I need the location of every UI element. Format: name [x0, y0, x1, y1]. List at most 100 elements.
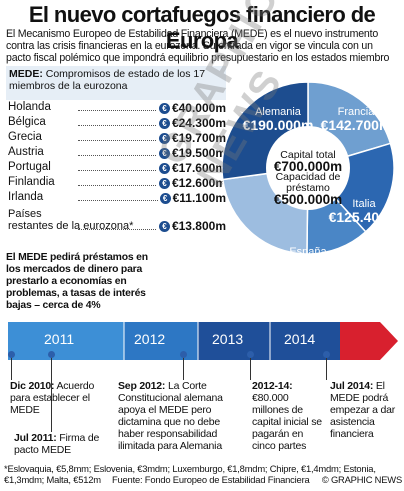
pie-label-alemania-country: Alemania [255, 106, 301, 118]
pie-label-francia-value: €142.700m [320, 117, 392, 133]
event-jul2014-text: El MEDE podrá empezar a dar asistencia f… [330, 380, 396, 440]
commitment-leader-dots [78, 125, 226, 126]
mede-header-box: MEDE: Compromisos de estado de los 17 mi… [6, 66, 226, 100]
event-2012-14-text: €80.000 millones de capital inicial se p… [252, 392, 322, 452]
commitment-value-text: €19.500m [171, 146, 226, 160]
commitment-row: Finlandia € €12.600m [8, 176, 226, 190]
commitment-row: Bélgica € €24.300m [8, 116, 226, 130]
capital-total-label: Capital total [280, 149, 336, 161]
commitment-leader-dots [78, 185, 226, 186]
commitment-leader-dots [78, 200, 226, 201]
commitment-value-text: €40.000m [171, 101, 226, 115]
event-sep2012-date: Sep 2012: [118, 380, 166, 392]
rest-leader-dots [78, 229, 226, 230]
commitment-row: Holanda € €40.000m [8, 101, 226, 115]
pie-label-alemania-value: €190.000m [242, 117, 314, 133]
capital-pie-chart [221, 81, 395, 255]
pie-label-espana-value: €83.300m [276, 257, 340, 273]
commitment-leader-dots [78, 170, 226, 171]
commitment-value-text: €24.300m [171, 116, 226, 130]
euro-coin-icon: € [158, 148, 170, 159]
event-jul2014-date: Jul 2014: [330, 380, 374, 392]
commitment-row: Austria € €19.500m [8, 146, 226, 160]
footnote: *Eslovaquia, €5,8mm; Eslovenia, €3mdm; L… [4, 463, 376, 485]
commitment-country: Austria [8, 146, 44, 158]
event-line-sep2012 [183, 354, 184, 380]
event-2012-14-date: 2012-14: [252, 380, 293, 392]
pie-label-espana: España €83.300m [270, 246, 346, 272]
commitment-value: € €17.600m [156, 161, 226, 175]
event-line-dic2010 [11, 354, 12, 380]
commitment-row: Portugal € €17.600m [8, 161, 226, 175]
event-dot-jul2014 [323, 351, 330, 358]
event-jul2014: Jul 2014: El MEDE podrá empezar a dar as… [330, 380, 400, 440]
capacity-value: €500.000m [273, 192, 343, 207]
commitment-value-text: €17.600m [171, 161, 226, 175]
euro-coin-icon: € [158, 103, 170, 114]
euro-coin-icon: € [158, 221, 170, 232]
euro-coin-icon: € [158, 163, 170, 174]
euro-coin-icon: € [158, 133, 170, 144]
page-title: El nuevo cortafuegos financiero de Europ… [28, 2, 376, 53]
year-2014: 2014 [284, 331, 316, 347]
capital-total-value: €700.000m [273, 159, 343, 174]
pie-label-italia-country: Italia [352, 198, 376, 210]
rest-label-1: Países [8, 208, 42, 220]
commitment-value: € €40.000m [156, 101, 226, 115]
event-sep2012: Sep 2012: La Corte Constitucional aleman… [118, 380, 234, 452]
capital-total-block: Capital total €700.000m Capacidad de pré… [252, 149, 364, 207]
commitment-value: € €11.100m [157, 191, 226, 205]
commitment-leader-dots [78, 140, 226, 141]
commitment-row: Grecia € €19.700m [8, 131, 226, 145]
year-2011: 2011 [44, 331, 75, 347]
source: Fuente: Fondo Europeo de Estabilidad Fin… [112, 474, 310, 485]
commitment-country: Holanda [8, 101, 51, 113]
lending-note: El MEDE pedirá préstamos en los mercados… [6, 252, 148, 311]
mede-bold: MEDE: [9, 68, 43, 80]
commitment-country: Bélgica [8, 116, 46, 128]
commitment-value: € €24.300m [156, 116, 226, 130]
event-dic2010-date: Dic 2010: [10, 380, 55, 392]
mede-header-label: MEDE: Compromisos de estado de los 17 mi… [9, 68, 223, 92]
pie-label-italia-value: €125.400m [328, 209, 400, 225]
timeline-2011-segment [8, 322, 124, 360]
commitment-leader-dots [78, 110, 226, 111]
commitment-value: € €12.600m [156, 176, 226, 190]
event-line-2012-14 [250, 354, 251, 380]
rest-of-eurozone: Países restantes de la eurozona* € €13.80… [8, 208, 226, 232]
event-line-jul2011 [51, 354, 52, 432]
commitment-leader-dots [78, 155, 226, 156]
mede-header-text: Compromisos de estado de los 17 miembros… [9, 68, 206, 92]
event-2012-14: 2012-14: €80.000 millones de capital ini… [252, 380, 326, 452]
commitment-country: Portugal [8, 161, 51, 173]
capacity-label-2: préstamo [286, 182, 330, 194]
commitment-country: Finlandia [8, 176, 55, 188]
commitment-value: € €19.500m [156, 146, 226, 160]
year-2012: 2012 [134, 331, 166, 347]
euro-coin-icon: € [158, 118, 170, 129]
pie-label-francia: Francia €142.700m [316, 106, 396, 132]
year-2013: 2013 [212, 331, 244, 347]
event-jul2011: Jul 2011: Firma de pacto MEDE [14, 432, 114, 456]
commitment-country: Grecia [8, 131, 42, 143]
event-jul2011-text: Firma de pacto MEDE [14, 432, 100, 456]
event-jul2011-date: Jul 2011: [14, 432, 57, 444]
credit: © GRAPHIC NEWS [321, 474, 402, 485]
event-dic2010-text: Acuerdo para establecer el MEDE [10, 380, 95, 416]
footer: *Eslovaquia, €5,8mm; Eslovenia, €3mdm; L… [4, 463, 402, 485]
event-dot-sep2012 [180, 351, 187, 358]
commitment-value-text: €11.100m [172, 191, 226, 205]
commitment-value-text: €12.600m [171, 176, 226, 190]
pie-label-alemania: Alemania €190.000m [240, 106, 316, 132]
commitment-value-text: €19.700m [171, 131, 226, 145]
event-dot-2012-14 [247, 351, 254, 358]
event-line-jul2014 [326, 354, 327, 380]
pie-label-francia-country: Francia [337, 106, 375, 118]
commitment-row: Irlanda € €11.100m [8, 191, 226, 205]
timeline-2013-2014-segment [198, 322, 340, 360]
commitment-country: Irlanda [8, 191, 44, 203]
capacity-label-1: Capacidad de [275, 171, 341, 183]
event-sep2012-text: La Corte Constitucional alemana apoya el… [118, 380, 223, 452]
rest-value: € €13.800m [156, 220, 226, 232]
pie-label-espana-country: España [289, 246, 327, 258]
